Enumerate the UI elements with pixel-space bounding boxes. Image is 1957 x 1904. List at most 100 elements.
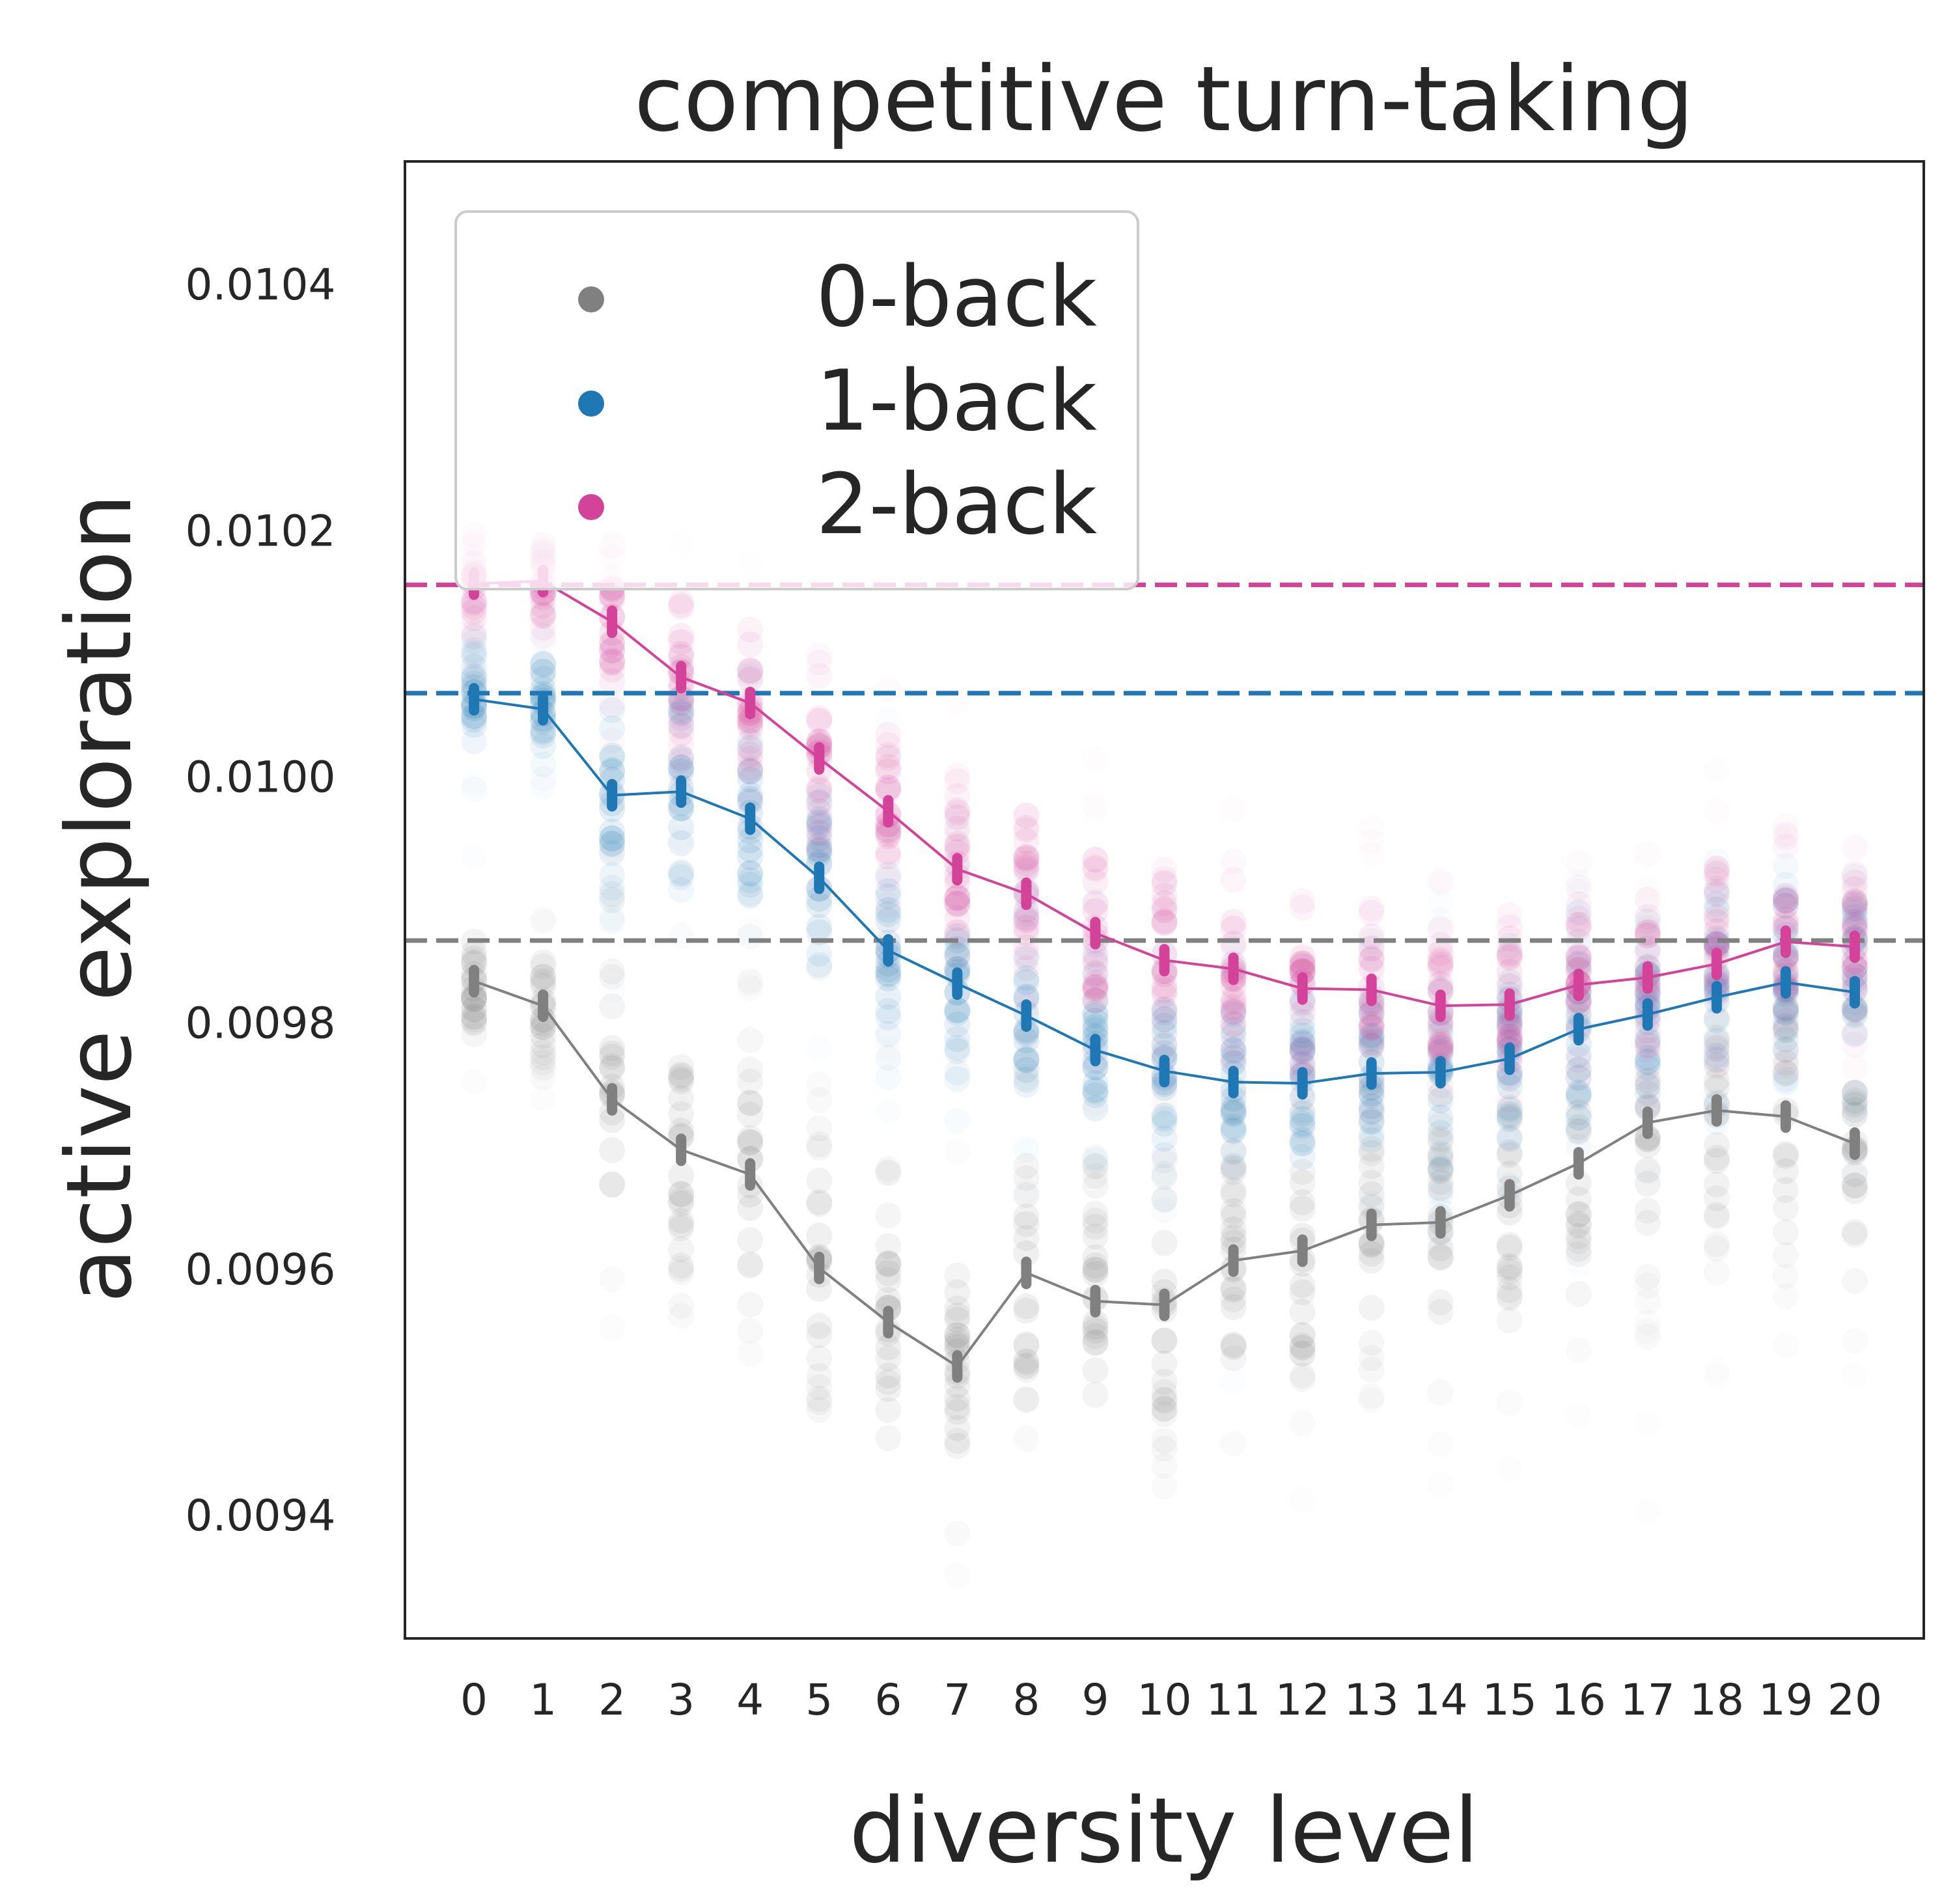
scatter-point: [1841, 1001, 1868, 1028]
scatter-point: [806, 649, 833, 676]
scatter-point: [1082, 1014, 1109, 1040]
scatter-point: [668, 1236, 695, 1263]
x-tick-label: 13: [1344, 1675, 1399, 1725]
scatter-point: [806, 840, 833, 867]
x-tick-label: 17: [1620, 1675, 1675, 1725]
scatter-point: [875, 745, 902, 771]
scatter-point: [1082, 1323, 1109, 1349]
scatter-point: [737, 970, 763, 996]
scatter-point: [875, 1065, 901, 1091]
scatter-point: [1565, 988, 1592, 1015]
scatter-point: [944, 1011, 971, 1038]
scatter-point: [668, 861, 695, 887]
scatter-point: [737, 736, 764, 762]
scatter-point: [1082, 1082, 1109, 1109]
scatter-point: [875, 1425, 902, 1452]
scatter-point: [1703, 876, 1730, 902]
scatter-point: [1082, 974, 1109, 1001]
scatter-point: [1013, 857, 1040, 884]
scatter-point: [806, 810, 833, 836]
scatter-point: [1772, 892, 1799, 919]
scatter-point: [668, 1063, 695, 1090]
scatter-point: [1358, 1127, 1385, 1153]
scatter-point: [599, 977, 625, 1003]
scatter-point: [668, 743, 695, 770]
scatter-point: [1151, 973, 1178, 999]
scatter-point: [1013, 904, 1040, 930]
scatter-point: [461, 776, 487, 802]
scatter-point: [1151, 1125, 1178, 1152]
scatter-point: [1565, 915, 1592, 942]
scatter-point: [806, 941, 833, 967]
scatter-point: [1151, 1350, 1178, 1377]
scatter-point: [1289, 958, 1316, 985]
scatter-point: [1289, 1131, 1316, 1157]
scatter-point: [1013, 1066, 1040, 1093]
scatter-point: [875, 758, 902, 784]
x-tick-label: 7: [943, 1675, 971, 1725]
scatter-point: [1427, 955, 1454, 982]
scatter-point: [1358, 1023, 1385, 1050]
scatter-point: [806, 913, 833, 940]
scatter-point: [1496, 1101, 1523, 1127]
scatter-point: [1289, 1097, 1316, 1124]
scatter-point: [1634, 1170, 1661, 1197]
scatter-point: [1082, 1318, 1109, 1344]
scatter-point: [1841, 1021, 1868, 1047]
scatter-point: [599, 1040, 626, 1067]
scatter-point: [1220, 1159, 1247, 1185]
scatter-point: [1634, 1288, 1661, 1315]
scatter-point: [1152, 1187, 1178, 1213]
scatter-point: [530, 602, 557, 629]
scatter-point: [1358, 945, 1385, 972]
scatter-point: [1220, 1085, 1247, 1112]
scatter-point: [1151, 997, 1178, 1023]
scatter-point: [1772, 947, 1799, 974]
scatter-point: [806, 835, 833, 862]
scatter-point: [1013, 965, 1040, 991]
scatter-point: [944, 905, 971, 931]
x-tick-label: 10: [1137, 1675, 1192, 1725]
scatter-point: [1220, 1101, 1247, 1127]
scatter-point: [668, 758, 695, 784]
scatter-point: [1773, 1053, 1799, 1079]
scatter-point: [1289, 1144, 1316, 1170]
scatter-point: [1151, 1327, 1178, 1353]
scatter-point: [1289, 958, 1316, 984]
scatter-point: [1772, 996, 1799, 1023]
scatter-point: [461, 1009, 488, 1036]
scatter-point: [1151, 890, 1178, 917]
scatter-point: [668, 712, 695, 739]
scatter-point: [599, 637, 626, 664]
scatter-point: [944, 884, 971, 911]
scatter-point: [1013, 1027, 1040, 1054]
scatter-point: [1772, 1015, 1799, 1042]
scatter-point: [1703, 860, 1730, 887]
scatter-point: [530, 1044, 557, 1071]
scatter-point: [806, 1275, 833, 1302]
scatter-point: [1703, 1171, 1730, 1198]
scatter-point: [1841, 891, 1868, 918]
scatter-point: [668, 1054, 695, 1081]
scatter-point: [668, 1259, 695, 1286]
scatter-point: [530, 1023, 557, 1049]
scatter-point: [461, 844, 487, 870]
scatter-point: [1289, 950, 1316, 977]
scatter-point: [1358, 1028, 1385, 1055]
scatter-point: [1221, 796, 1247, 822]
scatter-point: [1772, 1140, 1799, 1167]
scatter-point: [944, 762, 971, 789]
scatter-point: [944, 1562, 970, 1588]
legend-marker-1-back: [578, 391, 604, 417]
scatter-point: [1358, 1383, 1385, 1409]
scatter-point: [1220, 986, 1247, 1012]
scatter-point: [1565, 1104, 1592, 1131]
scatter-point: [668, 1207, 695, 1234]
scatter-point: [1289, 1322, 1316, 1349]
scatter-point: [944, 885, 971, 912]
scatter-point: [1013, 945, 1040, 972]
scatter-point: [1427, 1178, 1454, 1204]
scatter-point: [668, 1068, 695, 1095]
scatter-point: [737, 734, 764, 761]
scatter-point: [1497, 1390, 1523, 1416]
